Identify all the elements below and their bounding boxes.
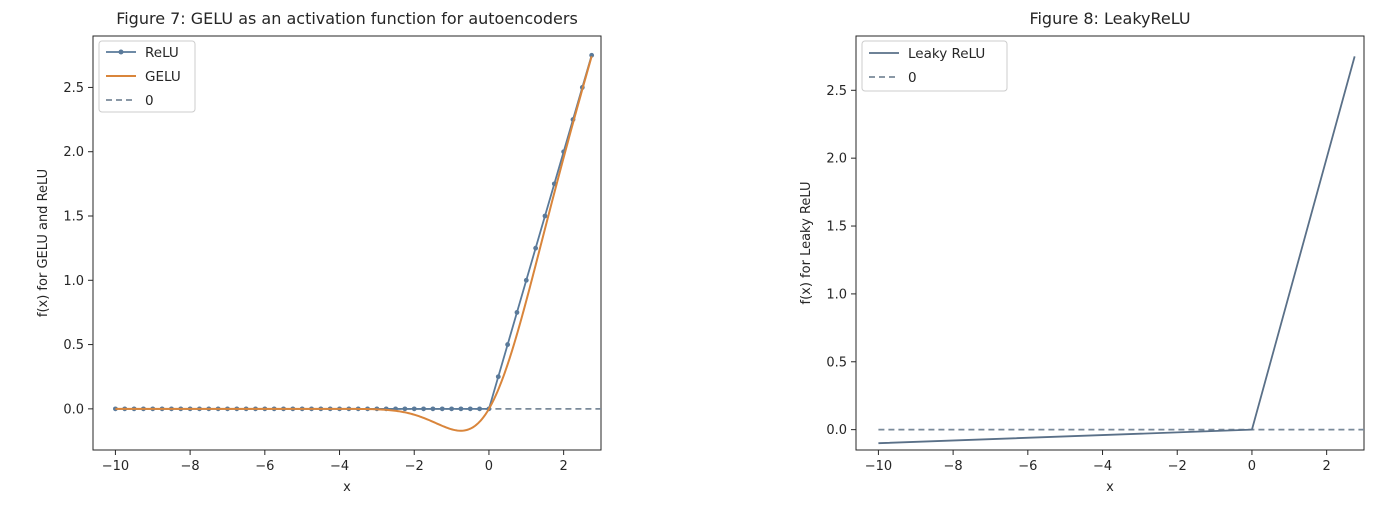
x-tick-label: −8: [181, 459, 200, 474]
data-point-relu: [439, 406, 445, 412]
chart-title: Figure 7: GELU as an activation function…: [116, 9, 578, 28]
x-tick-label: −2: [1168, 459, 1187, 474]
legend-frame: [98, 40, 196, 113]
plot-frame: [855, 35, 1365, 451]
x-tick-label: −8: [944, 459, 963, 474]
data-point-relu: [402, 406, 408, 412]
chart-gelu: Figure 7: GELU as an activation function…: [36, 9, 602, 495]
data-point-relu: [458, 406, 464, 412]
x-axis-label: x: [1106, 480, 1114, 495]
legend-label-leaky-relu: Leaky ReLU: [908, 46, 985, 62]
data-point-relu: [589, 52, 595, 58]
y-tick-label: 2.5: [63, 81, 84, 96]
data-point-relu: [514, 310, 520, 315]
data-point-relu: [523, 277, 529, 283]
y-tick-label: 1.0: [63, 274, 84, 289]
y-tick-label: 0.0: [63, 402, 84, 417]
y-tick-label: 1.5: [63, 210, 84, 225]
legend: ReLU GELU 0: [98, 40, 196, 113]
x-tick-label: −2: [405, 459, 424, 474]
y-axis-label: f(x) for Leaky ReLU: [799, 182, 814, 305]
y-tick-label: 2.5: [826, 84, 847, 99]
y-tick-label: 2.0: [826, 152, 847, 167]
x-tick-label: −10: [865, 459, 892, 474]
plot-frame: [92, 35, 602, 451]
y-tick-label: 0.5: [826, 355, 847, 370]
x-tick-label: 0: [485, 459, 493, 474]
legend-label-zero: 0: [908, 70, 917, 86]
y-tick-label: 0.0: [826, 423, 847, 438]
data-point-relu: [449, 406, 454, 412]
data-point-relu: [430, 406, 436, 412]
y-tick-label: 2.0: [63, 145, 84, 160]
legend-label-zero: 0: [145, 93, 154, 109]
y-tick-label: 1.5: [826, 220, 847, 235]
x-tick-label: 2: [560, 459, 568, 474]
y-tick-label: 0.5: [63, 338, 84, 353]
data-point-relu: [467, 406, 473, 412]
data-point-relu: [495, 374, 501, 380]
series-line-gelu: [115, 56, 593, 432]
x-tick-label: 0: [1248, 459, 1256, 474]
data-point-relu: [505, 342, 511, 347]
series-line-leaky-relu: [878, 56, 1356, 445]
x-tick-label: −4: [1093, 459, 1112, 474]
chart-leaky-relu: Figure 8: LeakyReLU x f(x) for Leaky ReL…: [799, 9, 1365, 495]
legend: Leaky ReLU 0: [861, 40, 1008, 92]
data-point-relu: [533, 245, 539, 251]
x-tick-label: 2: [1323, 459, 1331, 474]
y-tick-label: 1.0: [826, 287, 847, 302]
axis-ticks: −10 −8 −6 −4 −2 0 2 0.0 0.5 1.0 1.5 2.0 2.5: [63, 81, 567, 474]
x-tick-label: −4: [330, 459, 349, 474]
legend-label-gelu: GELU: [145, 69, 181, 85]
x-axis-label: x: [343, 480, 351, 495]
chart-title: Figure 8: LeakyReLU: [1029, 9, 1190, 28]
series-group: [113, 52, 601, 432]
legend-marker-relu: [118, 49, 124, 55]
legend-label-relu: ReLU: [145, 45, 179, 61]
data-point-relu: [477, 406, 483, 412]
data-point-relu: [421, 406, 426, 412]
y-axis-label: f(x) for GELU and ReLU: [36, 169, 51, 317]
series-group: [878, 56, 1364, 445]
data-point-relu: [542, 213, 548, 219]
x-tick-label: −6: [1018, 459, 1037, 474]
data-point-relu: [411, 406, 417, 412]
axis-ticks: −10 −8 −6 −4 −2 0 2 0.0 0.5 1.0 1.5 2.0 2.5: [826, 84, 1330, 474]
x-tick-label: −10: [102, 459, 129, 474]
x-tick-label: −6: [255, 459, 274, 474]
